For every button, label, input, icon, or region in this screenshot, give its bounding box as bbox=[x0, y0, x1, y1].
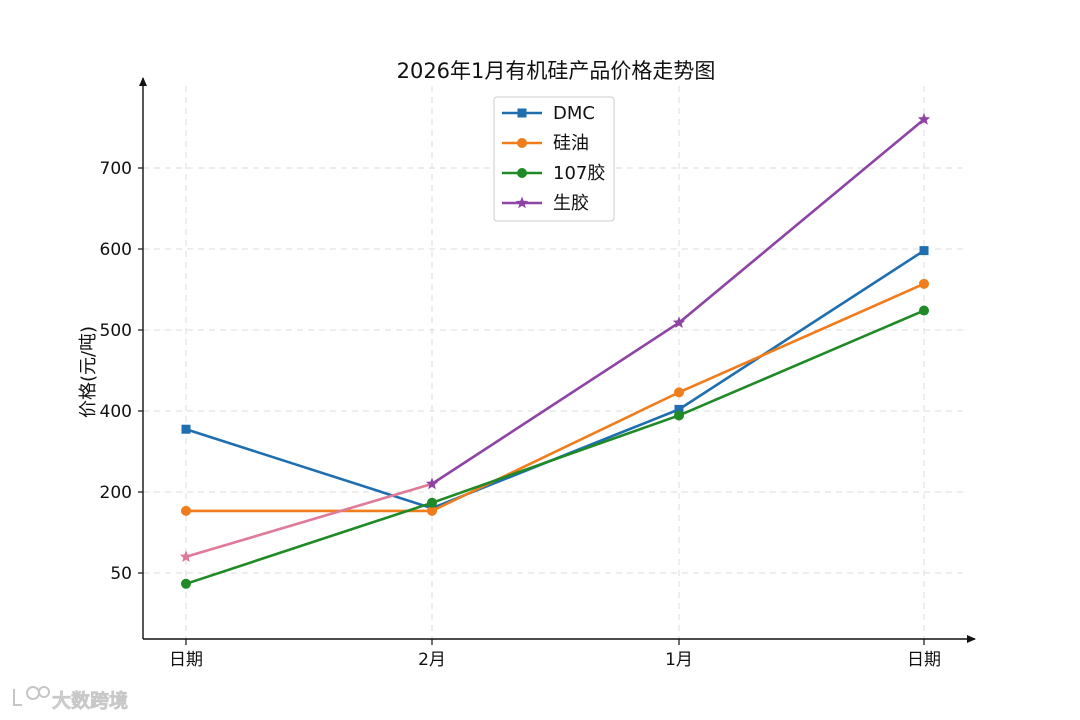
legend-box bbox=[493, 96, 615, 222]
series-series bbox=[179, 112, 931, 563]
data-point bbox=[181, 578, 191, 589]
y-tick-label: 400 bbox=[100, 402, 132, 422]
watermark-text: 大数跨境 bbox=[52, 689, 128, 712]
chart-title: 2026年1月有机硅产品价格走势图 bbox=[397, 59, 716, 83]
series-line-segment bbox=[430, 414, 681, 505]
watermark: 大数跨境 bbox=[13, 686, 128, 712]
y-tick-label: 50 bbox=[110, 564, 132, 584]
y-tick-label: 200 bbox=[100, 483, 132, 503]
series-line-segment bbox=[677, 118, 926, 325]
data-point bbox=[427, 497, 437, 508]
series-layer bbox=[179, 112, 931, 589]
series-line-segment bbox=[430, 321, 681, 486]
legend-label: 生胶 bbox=[553, 193, 589, 214]
legend-entry: DMC bbox=[502, 103, 595, 124]
legend-entry: 生胶 bbox=[502, 193, 589, 214]
data-point bbox=[917, 112, 931, 125]
x-tick-label: 日期 bbox=[169, 650, 203, 670]
series-line-segment bbox=[677, 309, 926, 417]
data-point bbox=[181, 505, 191, 516]
y-tick-label: 600 bbox=[100, 240, 132, 260]
data-point bbox=[674, 404, 684, 414]
data-point bbox=[425, 477, 439, 490]
data-point bbox=[179, 550, 193, 563]
x-tick-label: 1月 bbox=[665, 650, 693, 670]
series-series bbox=[181, 278, 929, 516]
data-point bbox=[672, 316, 686, 328]
series-line-segment bbox=[677, 282, 926, 394]
y-tick-label: 700 bbox=[100, 159, 132, 179]
lq-logo-icon bbox=[13, 686, 50, 706]
series-line-segment bbox=[184, 482, 434, 559]
legend-entry: 107胶 bbox=[502, 163, 605, 184]
legend-marker bbox=[515, 196, 529, 209]
x-tick-label: 日期 bbox=[907, 650, 941, 670]
y-tick-label: 500 bbox=[100, 321, 132, 341]
legend-label: 107胶 bbox=[553, 163, 605, 184]
series-line-segment bbox=[430, 391, 681, 513]
data-point bbox=[919, 305, 929, 316]
legend-marker bbox=[517, 138, 527, 148]
y-axis-ticks: 50 200 400 500 600 700 bbox=[100, 159, 143, 584]
series-dmc bbox=[181, 246, 929, 513]
legend-entry: 硅油 bbox=[502, 133, 589, 154]
y-axis-label: 价格(元/吨) bbox=[78, 326, 99, 418]
data-point bbox=[674, 387, 684, 398]
data-point bbox=[919, 278, 929, 289]
x-tick-label: 2月 bbox=[418, 650, 446, 670]
legend-label: 硅油 bbox=[553, 133, 589, 154]
series-107 bbox=[181, 305, 929, 589]
series-line-segment bbox=[184, 501, 434, 586]
data-point bbox=[181, 424, 191, 434]
legend-label: DMC bbox=[553, 103, 595, 124]
data-point bbox=[674, 410, 684, 421]
legend-marker bbox=[517, 108, 527, 118]
data-point bbox=[919, 246, 929, 256]
series-line-segment bbox=[677, 249, 926, 411]
series-line-segment bbox=[184, 427, 434, 510]
data-point bbox=[427, 505, 437, 516]
legend-marker bbox=[517, 168, 527, 178]
x-axis-ticks: 日期 2月 1月 日期 bbox=[169, 639, 941, 670]
